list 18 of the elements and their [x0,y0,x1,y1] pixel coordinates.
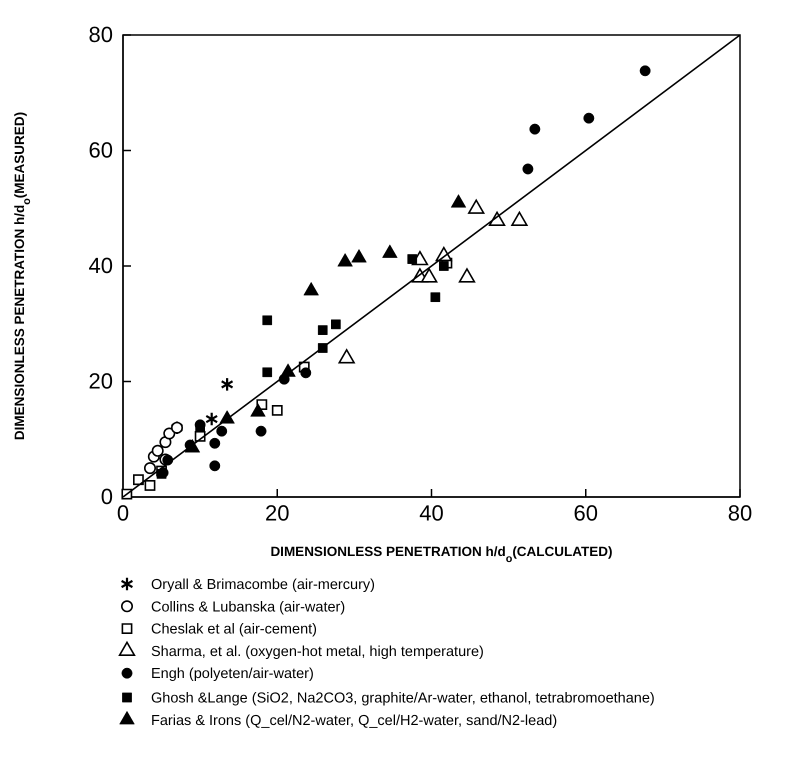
y-tick-label: 20 [88,368,113,394]
y-tick-label: 60 [88,138,113,163]
x-tick-label: 0 [116,500,130,526]
x-tick-label: 40 [419,500,444,526]
legend-label: Cheslak et al (air-cement) [151,622,317,638]
legend-label: Engh (polyeten/air-water) [151,666,314,682]
x-tick-label: 80 [728,500,752,526]
x-tick-label: 60 [574,500,598,526]
legend-label: Farias & Irons (Q_cel/N2-water, Q_cel/H2-water, sand/N2-lead) [151,712,558,729]
legend-label: Ghosh &Lange (SiO2, Na2CO3, graphite/Ar-water, ethanol, tetrabromoethane) [151,690,655,706]
y-tick-label: 40 [88,253,113,278]
x-axis-title: DIMENSIONLESS PENETRATION h/d$_{o}$(CALCULATED) [270,544,613,565]
y-tick-label: 80 [88,22,113,48]
legend-label: Oryall & Brimacombe (air-mercury) [151,577,375,593]
y-tick-label: 0 [100,484,113,510]
x-tick-label: 20 [265,500,290,526]
legend-label: Collins & Lubanska (air-water) [151,599,346,616]
legend-label: Sharma, et al. (oxygen-hot metal, high temperature) [151,644,484,660]
